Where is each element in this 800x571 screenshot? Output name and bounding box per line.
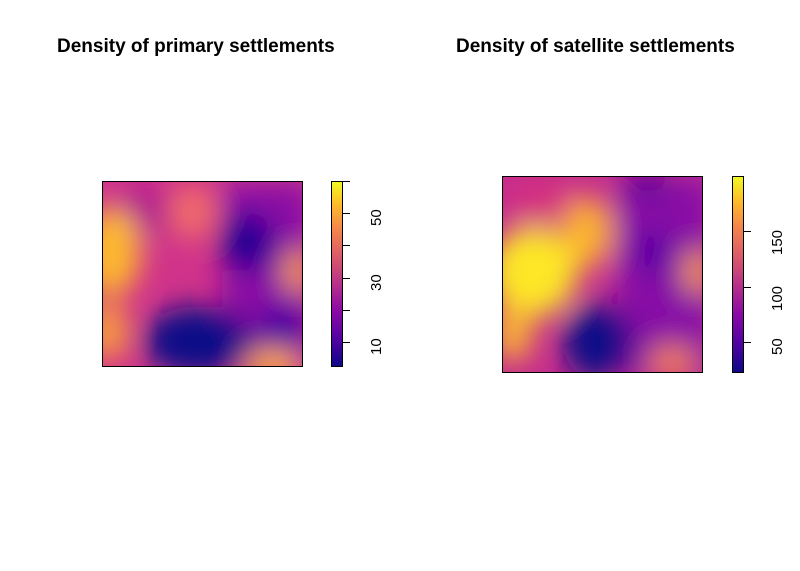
satellite-colorbar-label: 100 bbox=[769, 285, 786, 311]
satellite-colorbar-label: 150 bbox=[769, 229, 786, 255]
primary-colorbar-tick bbox=[342, 342, 350, 343]
primary-colorbar-label: 30 bbox=[368, 274, 385, 291]
primary-colorbar-label: 50 bbox=[368, 209, 385, 226]
satellite-colorbar-tick bbox=[743, 287, 751, 288]
primary-colorbar bbox=[331, 181, 343, 367]
primary-colorbar-tick bbox=[342, 278, 350, 279]
primary-colorbar-minor-tick bbox=[342, 310, 350, 311]
satellite-colorbar-label: 50 bbox=[769, 338, 786, 355]
satellite-colorbar bbox=[732, 176, 744, 373]
primary-colorbar-tick bbox=[342, 213, 350, 214]
satellite-colorbar-tick bbox=[743, 231, 751, 232]
satellite-colorbar-tick bbox=[743, 342, 751, 343]
primary-density-heatmap bbox=[102, 181, 303, 367]
primary-colorbar-minor-tick bbox=[342, 245, 350, 246]
primary-colorbar-label: 10 bbox=[368, 338, 385, 355]
left-plot-title: Density of primary settlements bbox=[57, 36, 335, 57]
satellite-density-heatmap bbox=[502, 176, 703, 373]
primary-colorbar-minor-tick bbox=[342, 181, 350, 182]
right-plot-title: Density of satellite settlements bbox=[456, 36, 735, 57]
